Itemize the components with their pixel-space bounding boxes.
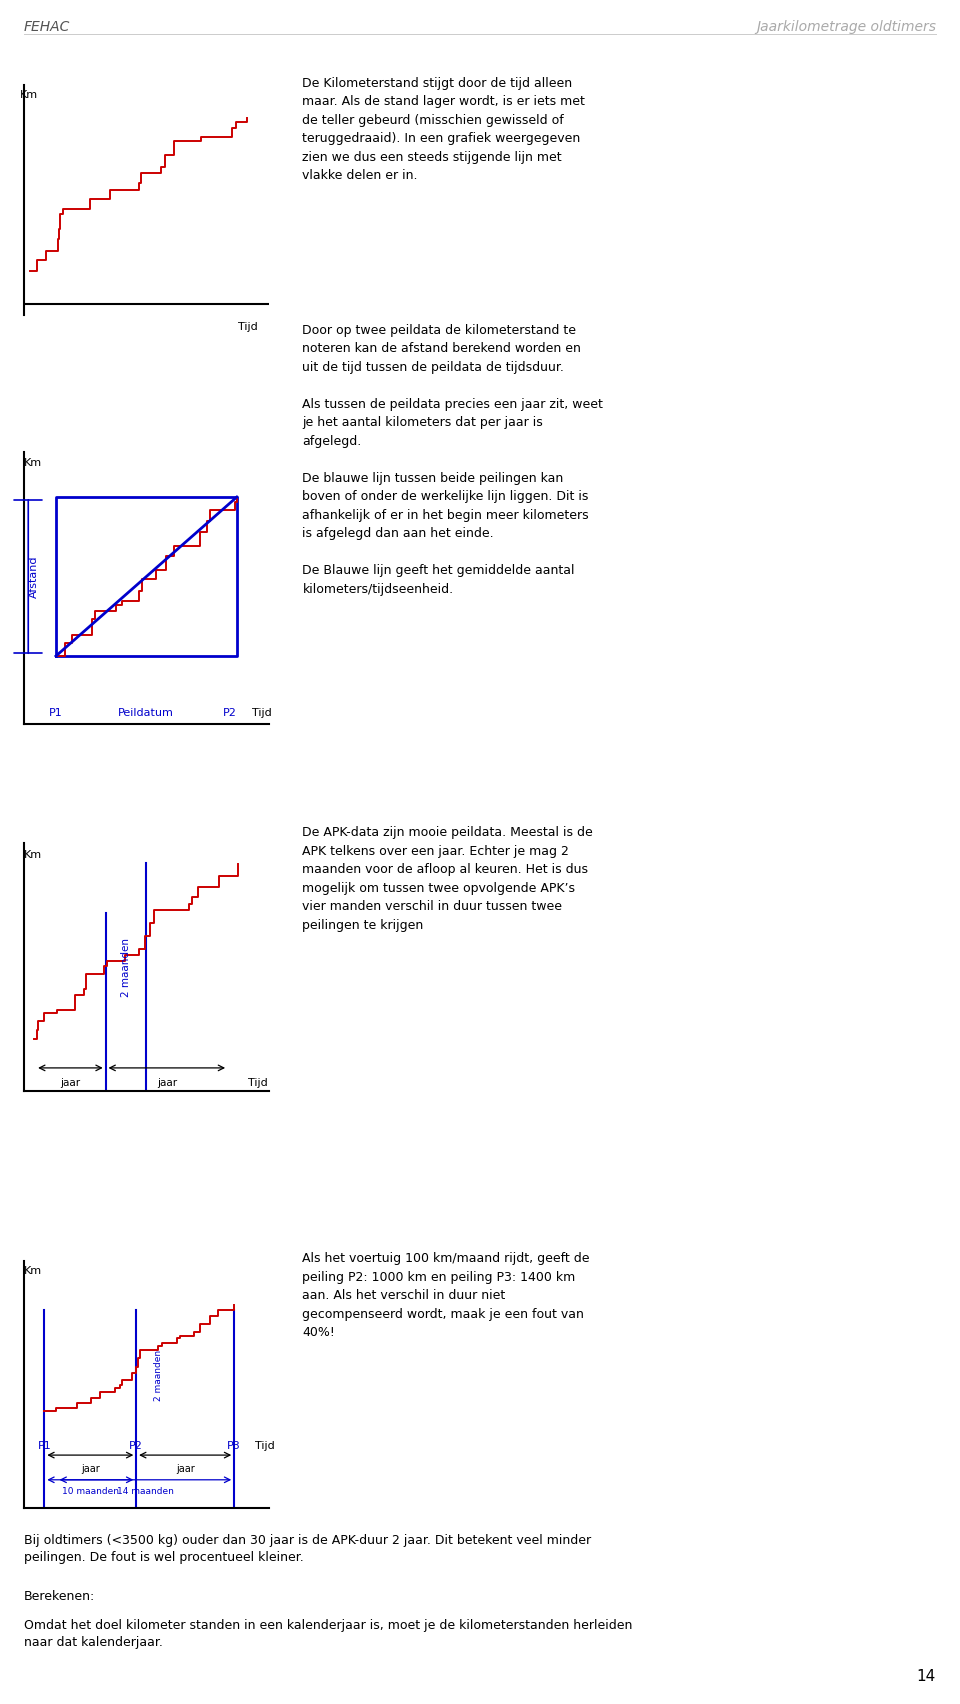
Text: jaar: jaar bbox=[81, 1464, 100, 1474]
Text: Als het voertuig 100 km/maand rijdt, geeft de
peiling P2: 1000 km en peiling P3:: Als het voertuig 100 km/maand rijdt, gee… bbox=[302, 1252, 589, 1339]
Text: jaar: jaar bbox=[156, 1079, 177, 1089]
Text: Tijd: Tijd bbox=[249, 1079, 268, 1089]
Text: 2 maanden: 2 maanden bbox=[121, 937, 131, 997]
Text: Door op twee peildata de kilometerstand te
noteren kan de afstand berekend worde: Door op twee peildata de kilometerstand … bbox=[302, 324, 603, 596]
Text: Jaarkilometrage oldtimers: Jaarkilometrage oldtimers bbox=[756, 19, 936, 34]
Text: Omdat het doel kilometer standen in een kalenderjaar is, moet je de kilometersta: Omdat het doel kilometer standen in een … bbox=[24, 1619, 633, 1649]
Text: P3: P3 bbox=[228, 1442, 241, 1452]
Text: 14 maanden: 14 maanden bbox=[117, 1488, 174, 1496]
Text: Km: Km bbox=[24, 850, 42, 859]
Text: P2: P2 bbox=[223, 709, 237, 719]
Text: Berekenen:: Berekenen: bbox=[24, 1590, 95, 1603]
Text: Km: Km bbox=[24, 1266, 42, 1276]
Text: 10 maanden: 10 maanden bbox=[61, 1488, 119, 1496]
Text: Afstand: Afstand bbox=[29, 556, 38, 598]
Text: P1: P1 bbox=[49, 709, 62, 719]
Text: FEHAC: FEHAC bbox=[24, 19, 70, 34]
Text: P2: P2 bbox=[130, 1442, 143, 1452]
Text: 14: 14 bbox=[917, 1668, 936, 1684]
Text: 2 maanden: 2 maanden bbox=[155, 1350, 163, 1401]
Text: Tijd: Tijd bbox=[252, 709, 272, 719]
Text: Peildatum: Peildatum bbox=[117, 709, 173, 719]
Text: Tijd: Tijd bbox=[238, 322, 258, 332]
Text: De Kilometerstand stijgt door de tijd alleen
maar. Als de stand lager wordt, is : De Kilometerstand stijgt door de tijd al… bbox=[302, 77, 586, 182]
Text: jaar: jaar bbox=[176, 1464, 195, 1474]
Text: Km: Km bbox=[19, 90, 37, 99]
Text: jaar: jaar bbox=[60, 1079, 80, 1089]
Text: Tijd: Tijd bbox=[254, 1442, 275, 1452]
Text: P1: P1 bbox=[37, 1442, 51, 1452]
Text: Km: Km bbox=[24, 458, 42, 469]
Text: De APK-data zijn mooie peildata. Meestal is de
APK telkens over een jaar. Echter: De APK-data zijn mooie peildata. Meestal… bbox=[302, 826, 593, 932]
Text: Bij oldtimers (<3500 kg) ouder dan 30 jaar is de APK-duur 2 jaar. Dit betekent v: Bij oldtimers (<3500 kg) ouder dan 30 ja… bbox=[24, 1534, 591, 1564]
